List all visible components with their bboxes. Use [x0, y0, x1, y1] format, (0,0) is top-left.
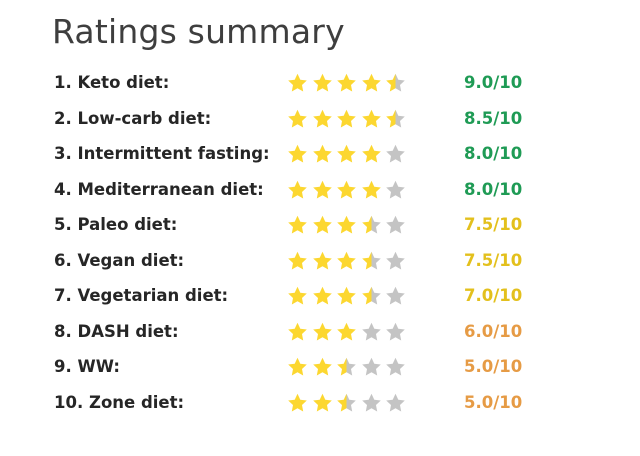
star-icon	[288, 322, 307, 340]
score-value: 6.0/10	[464, 321, 523, 341]
score-value: 9.0/10	[464, 73, 523, 92]
diet-label: 10. Zone diet:	[54, 392, 185, 412]
star-icon	[337, 393, 356, 411]
star-icon	[361, 73, 381, 92]
diet-label: 6. Vegan diet:	[54, 250, 185, 270]
star-rating	[287, 251, 412, 271]
star-icon	[288, 286, 307, 305]
diet-label: 1. Keto diet:	[54, 73, 170, 92]
star-icon	[312, 286, 332, 305]
star-icon	[386, 357, 405, 376]
star-icon	[337, 286, 356, 305]
star-icon	[386, 109, 405, 127]
rating-row: 5. Paleo diet: 7.5/10	[0, 207, 640, 243]
diet-label: 8. DASH diet:	[54, 321, 179, 341]
star-icon	[337, 215, 356, 234]
star-rating	[287, 180, 412, 200]
star-icon	[337, 322, 356, 340]
star-icon	[288, 357, 307, 376]
star-icon	[361, 357, 381, 376]
star-icon	[337, 251, 356, 269]
ratings-list: 1. Keto diet: 9.0/10 2. Low-carb diet: 8.5/…	[0, 65, 640, 420]
star-rating	[287, 144, 412, 164]
star-rating	[287, 109, 412, 129]
star-icon	[386, 251, 405, 269]
rating-row: 8. DASH diet: 6.0/10	[0, 314, 640, 350]
star-icon	[288, 393, 307, 411]
rating-row: 6. Vegan diet: 7.5/10	[0, 243, 640, 279]
star-icon	[312, 393, 332, 411]
star-icon	[386, 322, 405, 340]
diet-label: 2. Low-carb diet:	[54, 108, 212, 128]
star-icon	[312, 180, 332, 198]
diet-label: 9. WW:	[54, 357, 120, 376]
star-rating	[287, 393, 412, 413]
diet-label: 5. Paleo diet:	[54, 215, 178, 234]
diet-label: 4. Mediterranean diet:	[54, 179, 264, 199]
star-icon	[288, 180, 307, 198]
score-value: 8.5/10	[464, 108, 523, 128]
rating-row: 4. Mediterranean diet: 8.0/10	[0, 172, 640, 208]
score-value: 7.0/10	[464, 286, 523, 305]
star-icon	[288, 73, 307, 92]
rating-row: 2. Low-carb diet: 8.5/10	[0, 101, 640, 137]
star-icon	[361, 215, 381, 234]
rating-row: 3. Intermittent fasting: 8.0/10	[0, 136, 640, 172]
star-icon	[361, 109, 381, 127]
diet-label: 7. Vegetarian diet:	[54, 286, 229, 305]
star-icon	[337, 73, 356, 92]
star-icon	[386, 286, 405, 305]
rating-row: 10. Zone diet: 5.0/10	[0, 385, 640, 421]
star-icon	[337, 180, 356, 198]
star-icon	[312, 144, 332, 163]
diet-label: 3. Intermittent fasting:	[54, 144, 270, 163]
star-rating	[287, 286, 412, 306]
score-value: 8.0/10	[464, 144, 523, 163]
star-icon	[288, 215, 307, 234]
star-icon	[386, 215, 405, 234]
star-icon	[361, 322, 381, 340]
star-icon	[337, 357, 356, 376]
score-value: 8.0/10	[464, 179, 523, 199]
star-icon	[386, 73, 405, 92]
star-icon	[337, 144, 356, 163]
star-icon	[361, 251, 381, 269]
star-rating	[287, 73, 412, 93]
star-icon	[312, 215, 332, 234]
star-icon	[288, 109, 307, 127]
rating-row: 1. Keto diet: 9.0/10	[0, 65, 640, 101]
rating-row: 9. WW: 5.0/10	[0, 349, 640, 385]
star-icon	[312, 73, 332, 92]
star-icon	[361, 180, 381, 198]
star-icon	[312, 109, 332, 127]
star-icon	[288, 144, 307, 163]
star-rating	[287, 215, 412, 235]
star-rating	[287, 357, 412, 377]
score-value: 7.5/10	[464, 215, 523, 234]
score-value: 5.0/10	[464, 392, 523, 412]
star-icon	[312, 322, 332, 340]
score-value: 7.5/10	[464, 250, 523, 270]
rating-row: 7. Vegetarian diet: 7.0/10	[0, 278, 640, 314]
star-icon	[288, 251, 307, 269]
star-icon	[386, 144, 405, 163]
star-icon	[386, 393, 405, 411]
star-rating	[287, 322, 412, 342]
star-icon	[386, 180, 405, 198]
star-icon	[361, 393, 381, 411]
star-icon	[337, 109, 356, 127]
page-title: Ratings summary	[52, 12, 345, 51]
star-icon	[312, 251, 332, 269]
star-icon	[312, 357, 332, 376]
star-icon	[361, 144, 381, 163]
star-icon	[361, 286, 381, 305]
score-value: 5.0/10	[464, 357, 523, 376]
